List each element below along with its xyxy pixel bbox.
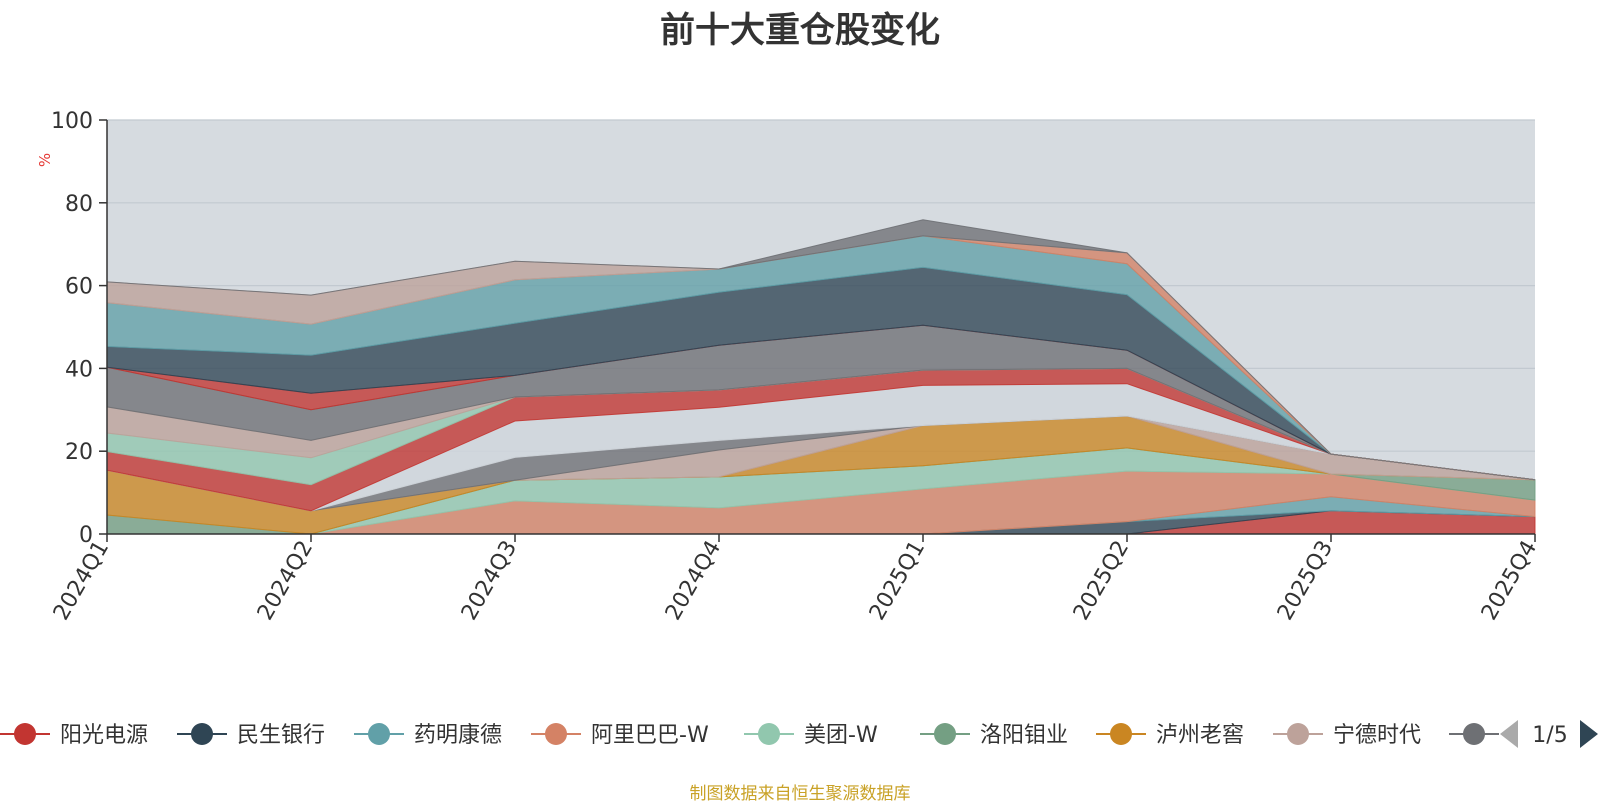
legend-item[interactable]: 洛阳钼业 — [920, 723, 1068, 748]
y-tick-label: 40 — [65, 357, 93, 382]
legend-label: 阿里巴巴-W — [591, 723, 709, 748]
legend-marker — [758, 723, 780, 745]
legend-item[interactable]: 泸州老窖 — [1096, 723, 1244, 748]
y-tick-label: 60 — [65, 275, 93, 300]
legend-marker — [934, 723, 956, 745]
legend-label: 洛阳钼业 — [980, 723, 1068, 748]
legend-item[interactable] — [1449, 723, 1499, 745]
legend-label: 泸州老窖 — [1156, 723, 1244, 748]
legend-item[interactable]: 美团-W — [744, 723, 878, 748]
x-tick-label: 2025Q2 — [1069, 537, 1134, 625]
legend-marker — [191, 723, 213, 745]
y-tick-label: 20 — [65, 440, 93, 465]
legend-prev-page-icon[interactable] — [1500, 720, 1518, 748]
legend-page-indicator: 1/5 — [1532, 723, 1567, 748]
y-axis-label: % — [36, 153, 54, 167]
legend-label: 美团-W — [804, 723, 878, 748]
legend-label: 阳光电源 — [60, 723, 148, 748]
legend-label: 宁德时代 — [1333, 723, 1421, 748]
legend-label: 药明康德 — [414, 723, 502, 748]
legend-marker — [368, 723, 390, 745]
x-tick-label: 2024Q4 — [661, 537, 726, 625]
legend-marker — [1110, 723, 1132, 745]
legend-next-page-icon[interactable] — [1580, 720, 1598, 748]
data-source-footer: 制图数据来自恒生聚源数据库 — [689, 784, 911, 804]
y-tick-label: 100 — [51, 109, 93, 134]
y-tick-label: 80 — [65, 192, 93, 217]
x-tick-label: 2025Q3 — [1273, 537, 1338, 625]
legend-item[interactable]: 药明康德 — [354, 723, 502, 748]
legend-item[interactable]: 阳光电源 — [0, 723, 148, 748]
legend-item[interactable]: 阿里巴巴-W — [531, 723, 709, 748]
x-tick-label: 2025Q4 — [1477, 537, 1542, 625]
legend-marker — [14, 723, 36, 745]
legend-marker — [1463, 723, 1485, 745]
y-tick-label: 0 — [79, 523, 93, 548]
x-tick-label: 2025Q1 — [865, 537, 930, 625]
legend-item[interactable]: 宁德时代 — [1273, 723, 1421, 748]
x-tick-label: 2024Q2 — [253, 537, 318, 625]
x-tick-label: 2024Q3 — [457, 537, 522, 625]
legend-label: 民生银行 — [237, 723, 325, 748]
x-tick-label: 2024Q1 — [49, 537, 114, 625]
legend-item[interactable]: 民生银行 — [177, 723, 325, 748]
legend: 阳光电源 民生银行 药明康德 阿里巴巴-W 美团-W 洛阳钼业 泸州老窖 宁德时代 1/5 — [0, 720, 1598, 748]
legend-marker — [1287, 723, 1309, 745]
legend-marker — [545, 723, 567, 745]
chart-title: 前十大重仓股变化 — [659, 11, 940, 51]
area-series-19[interactable] — [106, 219, 1536, 481]
